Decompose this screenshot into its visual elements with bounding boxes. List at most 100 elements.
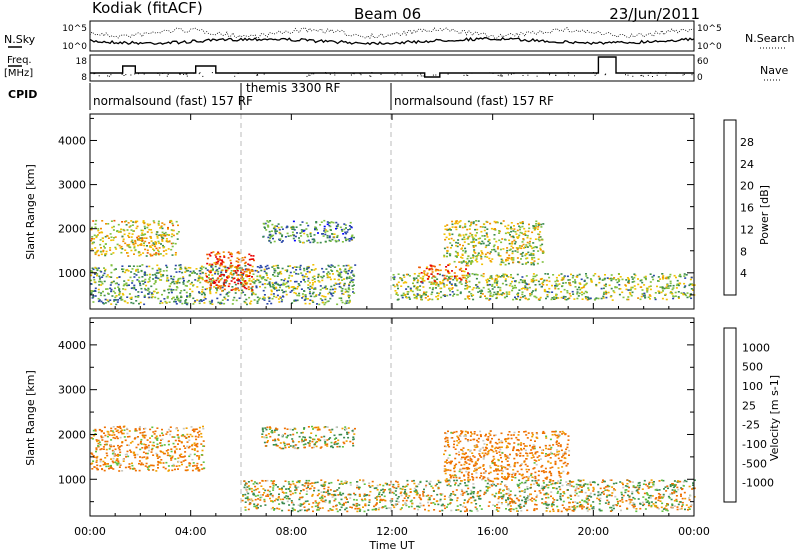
heatmap-pixel xyxy=(666,284,668,286)
heatmap-pixel xyxy=(322,485,324,487)
heatmap-pixel xyxy=(300,281,302,283)
heatmap-pixel xyxy=(154,433,156,435)
heatmap-pixel xyxy=(98,276,100,278)
heatmap-pixel xyxy=(277,275,279,277)
heatmap-pixel xyxy=(653,275,655,277)
heatmap-pixel xyxy=(465,261,467,263)
heatmap-pixel xyxy=(215,280,217,282)
heatmap-pixel xyxy=(134,457,136,459)
heatmap-pixel xyxy=(378,507,380,509)
heatmap-pixel xyxy=(181,464,183,466)
heatmap-pixel xyxy=(491,285,493,287)
heatmap-pixel xyxy=(244,494,246,496)
heatmap-pixel xyxy=(379,492,381,494)
heatmap-pixel xyxy=(303,290,305,292)
heatmap-pixel xyxy=(262,429,264,431)
heatmap-pixel xyxy=(645,279,647,281)
heatmap-pixel xyxy=(262,431,264,433)
heatmap-pixel xyxy=(309,440,311,442)
heatmap-pixel xyxy=(400,488,402,490)
heatmap-pixel xyxy=(349,240,351,242)
heatmap-pixel xyxy=(534,260,536,262)
heatmap-pixel xyxy=(593,275,595,277)
heatmap-pixel xyxy=(128,270,130,272)
heatmap-pixel xyxy=(144,241,146,243)
heatmap-pixel xyxy=(346,432,348,434)
heatmap-pixel xyxy=(205,268,207,270)
heatmap-pixel xyxy=(206,263,208,265)
heatmap-pixel xyxy=(522,226,524,228)
heatmap-pixel xyxy=(164,453,166,455)
heatmap-pixel xyxy=(297,447,299,449)
heatmap-pixel xyxy=(152,242,154,244)
nave-point xyxy=(256,75,257,76)
heatmap-pixel xyxy=(317,429,319,431)
heatmap-pixel xyxy=(174,450,176,452)
heatmap-pixel xyxy=(644,493,646,495)
heatmap-pixel xyxy=(477,291,479,293)
heatmap-pixel xyxy=(444,498,446,500)
heatmap-pixel xyxy=(252,266,254,268)
heatmap-pixel xyxy=(182,434,184,436)
heatmap-pixel xyxy=(196,463,198,465)
heatmap-pixel xyxy=(273,296,275,298)
heatmap-pixel xyxy=(277,267,279,269)
heatmap-pixel xyxy=(237,283,239,285)
heatmap-pixel xyxy=(93,290,95,292)
heatmap-pixel xyxy=(215,292,217,294)
heatmap-pixel xyxy=(525,231,527,233)
heatmap-pixel xyxy=(334,291,336,293)
heatmap-pixel xyxy=(242,500,244,502)
noise-right-tick-bottom: 10^0 xyxy=(697,42,722,52)
heatmap-pixel xyxy=(243,259,245,261)
heatmap-pixel xyxy=(470,257,472,259)
heatmap-pixel xyxy=(578,295,580,297)
heatmap-pixel xyxy=(330,431,332,433)
heatmap-pixel xyxy=(627,277,629,279)
heatmap-pixel xyxy=(152,296,154,298)
heatmap-pixel xyxy=(147,223,149,225)
heatmap-pixel xyxy=(462,270,464,272)
heatmap-pixel xyxy=(331,494,333,496)
heatmap-pixel xyxy=(245,498,247,500)
heatmap-pixel xyxy=(353,284,355,286)
heatmap-pixel xyxy=(253,273,255,275)
heatmap-pixel xyxy=(455,482,457,484)
heatmap-pixel xyxy=(267,440,269,442)
heatmap-pixel xyxy=(341,481,343,483)
heatmap-pixel xyxy=(171,221,173,223)
heatmap-pixel xyxy=(510,249,512,251)
heatmap-pixel xyxy=(533,510,535,512)
heatmap-pixel xyxy=(506,275,508,277)
heatmap-pixel xyxy=(149,277,151,279)
heatmap-pixel xyxy=(510,283,512,285)
heatmap-pixel xyxy=(166,275,168,277)
heatmap-pixel xyxy=(155,252,157,254)
heatmap-pixel xyxy=(444,248,446,250)
heatmap-pixel xyxy=(518,289,520,291)
heatmap-pixel xyxy=(536,495,538,497)
heatmap-pixel xyxy=(401,507,403,509)
heatmap-pixel xyxy=(473,238,475,240)
heatmap-pixel xyxy=(155,288,157,290)
heatmap-pixel xyxy=(202,428,204,430)
heatmap-pixel xyxy=(640,280,642,282)
nave-point xyxy=(144,74,145,75)
heatmap-pixel xyxy=(253,483,255,485)
nave-point xyxy=(501,74,502,75)
heatmap-pixel xyxy=(557,285,559,287)
heatmap-pixel xyxy=(324,299,326,301)
heatmap-pixel xyxy=(349,238,351,240)
heatmap-pixel xyxy=(112,239,114,241)
heatmap-pixel xyxy=(312,284,314,286)
heatmap-pixel xyxy=(149,224,151,226)
heatmap-pixel xyxy=(169,285,171,287)
heatmap-pixel xyxy=(127,456,129,458)
heatmap-pixel xyxy=(329,240,331,242)
heatmap-pixel xyxy=(619,294,621,296)
heatmap-pixel xyxy=(110,284,112,286)
heatmap-pixel xyxy=(353,493,355,495)
heatmap-pixel xyxy=(167,297,169,299)
heatmap-pixel xyxy=(173,276,175,278)
heatmap-pixel xyxy=(492,504,494,506)
